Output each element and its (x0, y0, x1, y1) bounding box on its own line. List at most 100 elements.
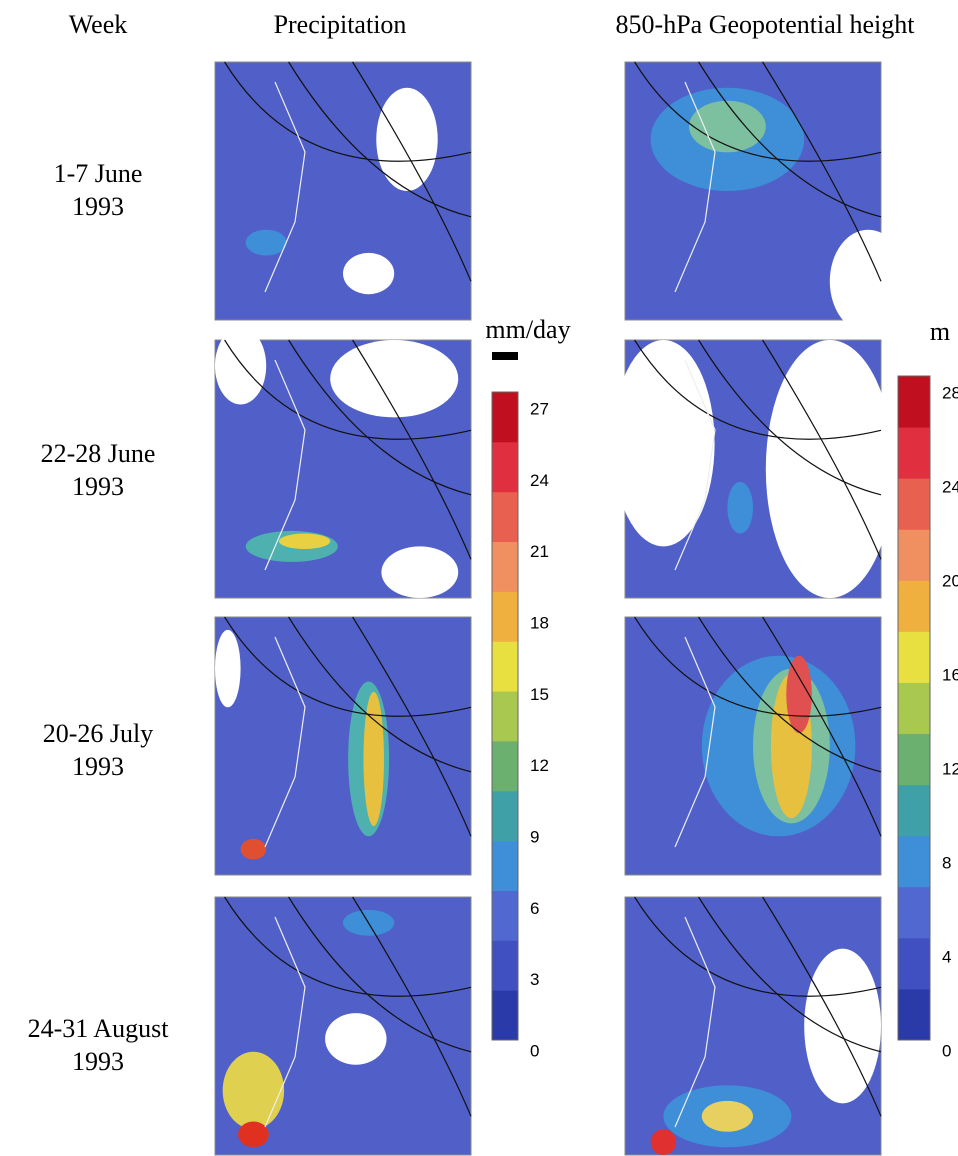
graticule (762, 616, 882, 837)
coastline (264, 359, 306, 571)
row-year: 1993 (72, 192, 124, 221)
map-field (215, 327, 267, 405)
graticule (352, 61, 472, 282)
colorbar-tick-label: 16 (942, 665, 958, 684)
colorbar-band (898, 886, 930, 939)
graticule (224, 616, 472, 717)
graticule (288, 339, 472, 496)
map-field (804, 948, 881, 1104)
colorbar-band (898, 427, 930, 479)
map-panel (214, 896, 472, 1156)
graticule (352, 896, 472, 1117)
map-panel (624, 616, 882, 876)
colorbar-band (898, 784, 930, 837)
colorbar-band (898, 478, 930, 530)
colorbar-tick-label: 12 (530, 756, 549, 775)
column-header: Precipitation (274, 10, 407, 39)
colorbar-band (492, 641, 518, 692)
map-panel (624, 61, 907, 333)
map-field (245, 229, 287, 256)
colorbar-tick-label: 20 (942, 571, 958, 590)
row-week: 1-7 June (54, 159, 143, 188)
colorbar-band (898, 682, 930, 735)
map-field (330, 340, 459, 418)
map-panel (214, 327, 472, 599)
graticule (634, 61, 882, 162)
graticule (288, 61, 472, 218)
graticule (762, 339, 882, 560)
colorbar-band (492, 940, 518, 991)
map-field (829, 229, 907, 333)
graticule (698, 616, 882, 773)
colorbar-band (898, 835, 930, 888)
coastline (264, 636, 306, 848)
graticule (698, 339, 882, 496)
graticule (762, 896, 882, 1117)
graticule (698, 61, 882, 218)
scale-unit: mm/day (485, 315, 570, 344)
coastline (674, 81, 716, 293)
map-field (222, 1051, 285, 1130)
map-field (381, 546, 459, 598)
colorbar-band (492, 890, 518, 941)
graticule (224, 339, 472, 440)
graticule (288, 896, 472, 1053)
colorbar-tick-label: 18 (530, 613, 549, 632)
row-year: 1993 (72, 1047, 124, 1076)
colorbar-band (492, 541, 518, 592)
colorbar-band (898, 580, 930, 632)
graticule (224, 61, 472, 162)
row-year: 1993 (72, 472, 124, 501)
map-field (612, 340, 715, 547)
row-week: 22-28 June (41, 439, 156, 468)
coastline (674, 359, 716, 571)
colorbar-frame (491, 391, 519, 1041)
coastline (264, 81, 306, 293)
map-field (343, 252, 395, 295)
colorbar-band (898, 376, 930, 428)
map-panel (624, 896, 882, 1156)
colorbar-band (492, 990, 518, 1041)
colorbar-tick-label: 8 (942, 853, 951, 872)
map-field (215, 629, 241, 708)
colorbar-tick-label: 27 (530, 399, 549, 418)
graticule (762, 61, 882, 282)
map-field (727, 481, 753, 534)
colorbar-tick-label: 12 (942, 759, 958, 778)
graticule (634, 896, 882, 997)
colorbar-tick-label: 21 (530, 542, 549, 561)
graticule (288, 616, 472, 773)
row-year: 1993 (72, 752, 124, 781)
map-field (238, 1121, 269, 1148)
colorbar-tick-label: 0 (942, 1041, 951, 1060)
coastline (674, 916, 716, 1128)
colorbar-band (898, 529, 930, 581)
map-field (240, 838, 267, 860)
colorbar-frame (897, 375, 931, 1041)
colorbar-band (492, 740, 518, 792)
colorbar-band (492, 392, 518, 443)
colorbar-band (898, 733, 930, 786)
colorbar-band (898, 988, 930, 1041)
colorbar-band (898, 937, 930, 990)
colorbar-tick-label: 24 (942, 477, 958, 496)
colorbar-tick-label: 9 (530, 827, 539, 846)
coastline (264, 916, 306, 1128)
map-field (325, 1013, 387, 1065)
map-field (650, 1129, 677, 1155)
row-week: 20-26 July (43, 719, 154, 748)
map-field (689, 100, 766, 153)
colorbar-tick-label: 4 (942, 947, 951, 966)
graticule (224, 896, 472, 997)
row-week: 24-31 August (28, 1014, 170, 1043)
graticule (634, 616, 882, 717)
map-field (279, 533, 331, 549)
graticule (634, 339, 882, 440)
column-header: Week (69, 10, 128, 39)
colorbar-tick-label: 15 (530, 685, 549, 704)
graticule (352, 616, 472, 837)
map-panel (214, 61, 472, 321)
colorbar-band (492, 591, 518, 642)
colorbar-band (492, 691, 518, 742)
